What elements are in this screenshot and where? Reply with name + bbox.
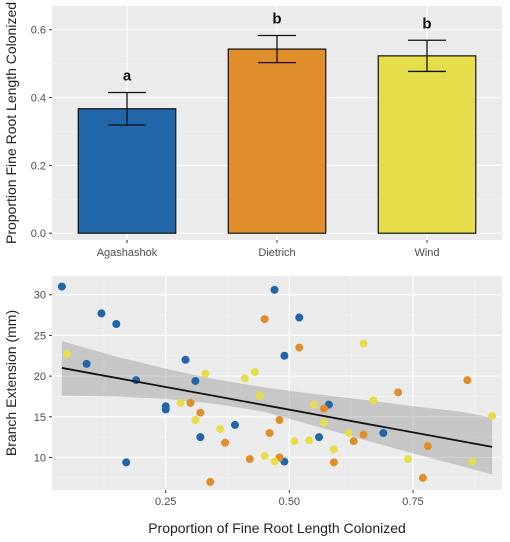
significance-letter: b: [272, 11, 281, 28]
scatter-point: [310, 400, 319, 409]
scatter-point: [329, 445, 338, 454]
scatter-point: [344, 429, 353, 438]
scatter-point: [216, 424, 225, 433]
bar-dietrich: [227, 48, 327, 234]
scatter-point: [260, 315, 269, 324]
scatter-point: [97, 309, 106, 318]
scatter-point: [240, 374, 249, 383]
scatter-point: [394, 388, 403, 397]
bar-wind: [377, 55, 477, 234]
scatter-point: [82, 359, 91, 368]
scatter-point: [186, 398, 195, 407]
scatter-point: [488, 411, 497, 420]
scatter-point: [404, 455, 413, 464]
scatter-y-tick-label: 30: [34, 290, 46, 302]
bar-x-tick-label: Dietrich: [258, 247, 295, 259]
scatter-point: [349, 437, 358, 446]
scatter-point: [369, 396, 378, 405]
scatter-point: [191, 416, 200, 425]
scatter-point: [201, 369, 210, 378]
scatter-point: [260, 451, 269, 460]
scatter-point: [181, 355, 190, 364]
scatter-point: [423, 442, 432, 451]
scatter-point: [221, 438, 230, 447]
scatter-x-tick-label: 0.75: [402, 496, 423, 508]
scatter-y-tick-label: 10: [34, 452, 46, 464]
scatter-point: [359, 430, 368, 439]
significance-letter: a: [123, 67, 132, 84]
bar-x-tick-label: Agashashok: [97, 247, 158, 259]
trend-line: [61, 367, 493, 448]
scatter-y-axis-title: Branch Extension (mm): [3, 310, 19, 456]
scatter-point: [161, 405, 170, 414]
scatter-point: [57, 282, 66, 291]
scatter-point: [245, 455, 254, 464]
scatter-point: [295, 343, 304, 352]
scatter-point: [270, 285, 279, 294]
scatter-point: [176, 398, 185, 407]
scatter-point: [319, 418, 328, 427]
scatter-point: [290, 437, 299, 446]
scatter-point: [280, 351, 289, 360]
scatter-point: [230, 420, 239, 429]
bar-agashashok: [77, 108, 177, 234]
scatter-point: [112, 320, 121, 329]
bar-y-tick-label: 0.6: [31, 25, 46, 37]
bar-x-tick-label: Wind: [414, 247, 439, 259]
scatter-point: [122, 458, 131, 467]
scatter-point: [206, 477, 215, 486]
scatter-point: [196, 408, 205, 417]
bar-y-tick-label: 0.4: [31, 93, 46, 105]
scatter-y-tick-label: 15: [34, 412, 46, 424]
scatter-point: [295, 313, 304, 322]
scatter-y-tick-label: 20: [34, 371, 46, 383]
scatter-point: [359, 339, 368, 348]
scatter-point: [265, 429, 274, 438]
scatter-point: [315, 433, 324, 442]
scatter-point: [329, 458, 338, 467]
scatter-x-tick-label: 0.25: [155, 496, 176, 508]
scatter-point: [379, 429, 388, 438]
significance-letter: b: [422, 15, 431, 32]
scatter-point: [305, 436, 314, 445]
bar-y-tick-label: 0.0: [31, 228, 46, 240]
bar-y-tick-label: 0.2: [31, 160, 46, 172]
scatter-point: [191, 376, 200, 385]
scatter-x-axis-title: Proportion of Fine Root Length Colonized: [148, 520, 406, 536]
scatter-x-tick-label: 0.50: [279, 496, 300, 508]
scatter-point: [270, 457, 279, 466]
scatter-point: [418, 473, 427, 482]
scatter-point: [319, 404, 328, 413]
scatter-point: [468, 457, 477, 466]
bar-y-axis-title: Proportion Fine Root Length Colonized: [3, 2, 19, 244]
scatter-point: [196, 433, 205, 442]
scatter-y-tick-label: 25: [34, 330, 46, 342]
scatter-point: [62, 350, 71, 359]
scatter-point: [255, 391, 264, 400]
scatter-point: [463, 376, 472, 385]
scatter-point: [275, 416, 284, 425]
scatter-point: [250, 368, 259, 377]
